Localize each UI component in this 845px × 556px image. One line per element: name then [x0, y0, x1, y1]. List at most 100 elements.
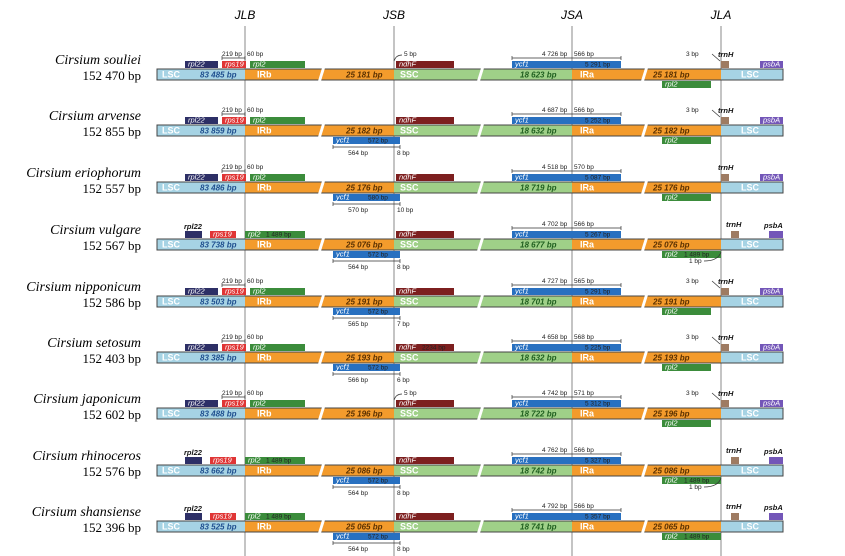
bar-break [477, 520, 484, 533]
lsc-segment [157, 521, 245, 532]
ssc-length: 18 701 bp [520, 298, 557, 307]
psba-gene [760, 117, 783, 124]
rps19-gene [210, 231, 236, 238]
bar-break [641, 238, 648, 251]
lsc-length: 83 486 bp [200, 184, 237, 193]
trnh-gene [731, 231, 739, 238]
trnh-arrow [711, 280, 721, 289]
rps19-ann2: 60 bp [247, 164, 264, 171]
species-name: Cirsium nipponicum [26, 280, 141, 295]
ira-length: 25 086 bp [652, 467, 690, 476]
rpl2-gene [250, 344, 305, 351]
genome-length: 152 576 bp [83, 464, 142, 479]
ndhf-gene [396, 513, 454, 520]
irb-segment [245, 296, 394, 307]
irb-label: IRb [257, 522, 272, 532]
ycf1-below2: 8 bp [397, 264, 410, 271]
ssc-segment [394, 408, 572, 419]
trnh-gene [721, 400, 729, 407]
bar-outline [156, 124, 784, 137]
ndhf-gene [396, 61, 454, 68]
rps19-gene [222, 174, 246, 181]
genome-length: 152 602 bp [83, 407, 142, 422]
irb-segment [245, 69, 394, 80]
ycf1-top2: 566 bp [574, 107, 594, 114]
irb-segment [245, 465, 394, 476]
trnh-gene [721, 344, 729, 351]
ira-label: IRa [580, 522, 595, 532]
ycf1-below2: 10 bp [397, 207, 414, 214]
ira-length: 25 191 bp [652, 298, 690, 307]
rpl2-gene-label: rpl2 [253, 60, 266, 69]
ira-segment [572, 296, 721, 307]
trnh-arrow [711, 392, 721, 401]
ycf1-fragment-length: 572 bp [368, 365, 388, 372]
ycf1-fragment-length: 572 bp [368, 534, 388, 541]
ira-length: 25 196 bp [652, 410, 690, 419]
bar-break [477, 181, 484, 194]
bar-break [318, 351, 325, 364]
lsc-end-segment [721, 239, 783, 250]
ssc-label: SSC [400, 522, 419, 532]
ycf1-gene-label: ycf1 [514, 343, 529, 352]
ira-label: IRa [580, 240, 595, 250]
rps19-gene-label: rps19 [225, 399, 245, 408]
rpl22-label: rpl22 [184, 504, 203, 513]
bar-break [641, 520, 648, 533]
trnh-ann: 3 bp [686, 278, 699, 285]
rpl2a-gene [662, 194, 711, 201]
psba-label: psbA [762, 343, 780, 352]
rpl22-gene [185, 457, 202, 464]
irb-segment [245, 125, 394, 136]
jsb-arrow [393, 54, 403, 62]
ssc-label: SSC [400, 126, 419, 136]
ycf1-fragment-label: ycf1 [335, 250, 350, 259]
psba-label: psbA [763, 503, 783, 512]
lsc-length: 83 738 bp [200, 241, 237, 250]
ira-label: IRa [580, 126, 595, 136]
ycf1-below1: 564 bp [348, 150, 368, 157]
ssc-length: 18 677 bp [520, 241, 557, 250]
ycf1-top2: 565 bp [574, 278, 594, 285]
rpl2-gene-label: rpl2 [253, 399, 266, 408]
bar-break [318, 124, 325, 137]
ycf1-gene-label: ycf1 [514, 456, 529, 465]
ira-label: IRa [580, 409, 595, 419]
ycf1-fragment-label: ycf1 [335, 307, 350, 316]
lsc-label: LSC [162, 466, 181, 476]
psba-label: psbA [762, 116, 780, 125]
ycf1-below1: 564 bp [348, 546, 368, 553]
rpl22-gene-label: rpl22 [188, 287, 206, 296]
ycf1-top1: 4 687 bp [542, 107, 568, 114]
ndhf-gene [396, 174, 454, 181]
ssc-segment [394, 239, 572, 250]
trnh-gene [721, 61, 729, 68]
ycf1-fragment-length: 572 bp [368, 138, 388, 145]
lsc-end-label: LSC [741, 522, 760, 532]
ycf1-gene-label: ycf1 [514, 399, 529, 408]
rpl2-gene [250, 61, 305, 68]
lsc-end-segment [721, 352, 783, 363]
species-name: Cirsium shansiense [32, 505, 141, 520]
rpl2-gene-label: rpl2 [248, 230, 261, 239]
lsc-segment [157, 182, 245, 193]
bar-break [477, 351, 484, 364]
psba-label: psbA [762, 173, 780, 182]
ssc-length: 18 722 bp [520, 410, 557, 419]
ssc-label: SSC [400, 240, 419, 250]
lsc-end-label: LSC [741, 466, 760, 476]
rpl2a-gene [662, 364, 711, 371]
rpl2-gene [250, 288, 305, 295]
rpl2a-gene-label: rpl2 [665, 476, 678, 485]
bar-break [641, 464, 648, 477]
rpl2a-length: 1 489 bp [684, 252, 710, 259]
lsc-segment [157, 408, 245, 419]
irb-segment [245, 521, 394, 532]
trnh-label: trnH [718, 277, 734, 286]
trnh-ann: 1 bp [689, 484, 702, 491]
rpl2-gene-label: rpl2 [248, 456, 261, 465]
ycf1-fragment-label: ycf1 [335, 363, 350, 372]
